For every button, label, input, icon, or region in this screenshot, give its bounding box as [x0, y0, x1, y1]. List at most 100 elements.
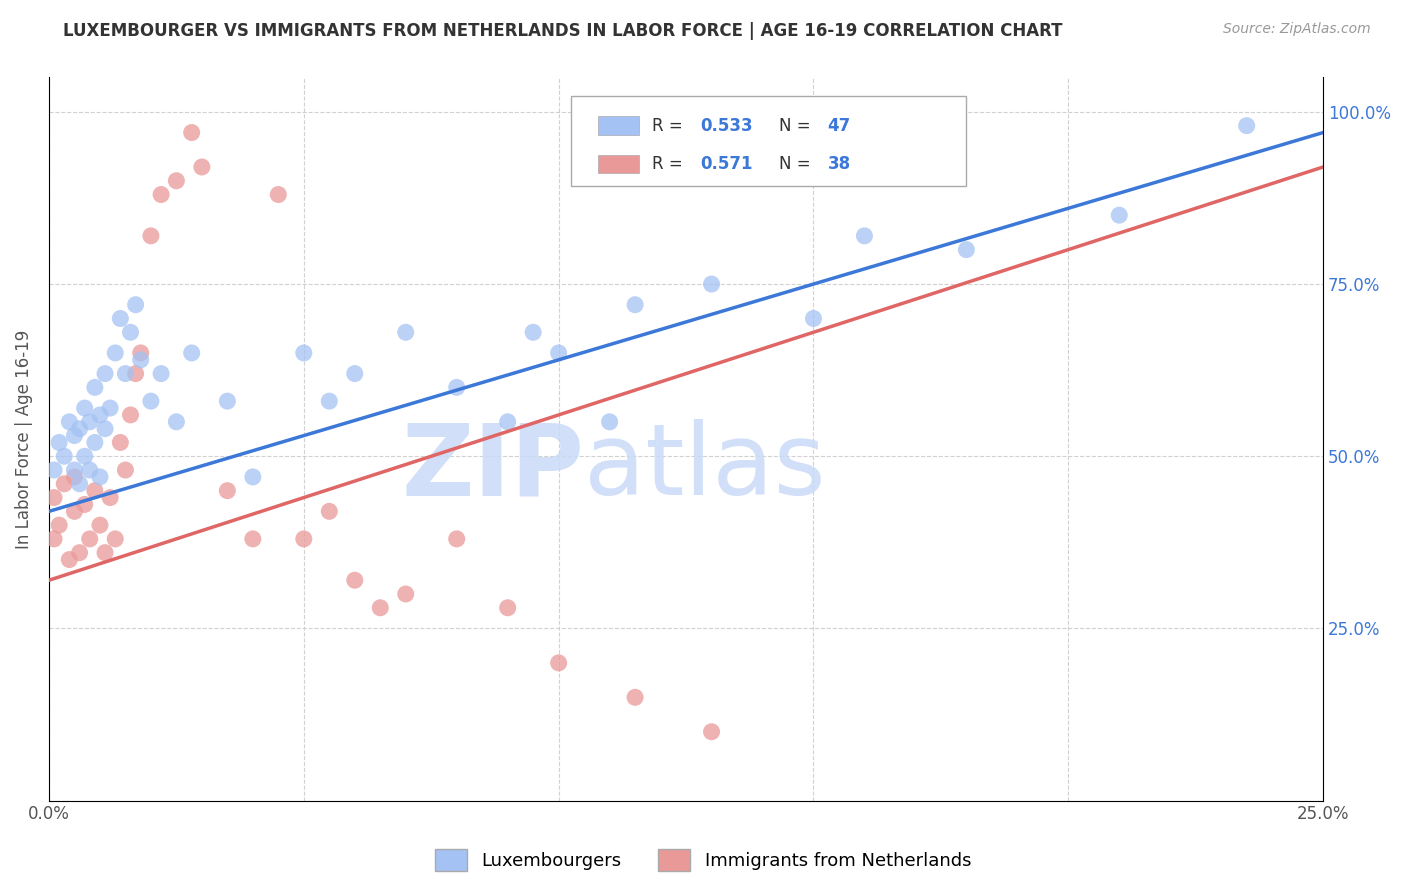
Point — [94, 546, 117, 560]
FancyBboxPatch shape — [598, 154, 638, 173]
Point — [242, 470, 264, 484]
Text: R =: R = — [651, 117, 688, 135]
Text: 0.533: 0.533 — [700, 117, 752, 135]
Text: N =: N = — [779, 117, 815, 135]
Point — [1236, 119, 1258, 133]
Point — [63, 470, 86, 484]
Point — [395, 326, 418, 340]
Point — [547, 346, 569, 360]
Text: 0.571: 0.571 — [700, 155, 752, 173]
Point — [496, 600, 519, 615]
Point — [191, 160, 214, 174]
Point — [94, 422, 117, 436]
Point — [63, 504, 86, 518]
Point — [496, 415, 519, 429]
Point — [446, 380, 468, 394]
Point — [63, 463, 86, 477]
Text: N =: N = — [779, 155, 815, 173]
Point — [267, 187, 290, 202]
Point — [104, 532, 127, 546]
Point — [624, 690, 647, 705]
Text: ZIP: ZIP — [401, 419, 583, 516]
Point — [217, 394, 239, 409]
Point — [79, 463, 101, 477]
Text: atlas: atlas — [583, 419, 825, 516]
Point — [69, 476, 91, 491]
Point — [104, 346, 127, 360]
Point — [53, 476, 76, 491]
Point — [83, 435, 105, 450]
Point — [48, 518, 70, 533]
Point — [73, 401, 96, 415]
Point — [129, 352, 152, 367]
Point — [89, 408, 111, 422]
Point — [165, 415, 187, 429]
Point — [79, 415, 101, 429]
Point — [120, 326, 142, 340]
Point — [110, 435, 132, 450]
Legend: Luxembourgers, Immigrants from Netherlands: Luxembourgers, Immigrants from Netherlan… — [427, 842, 979, 879]
Point — [98, 491, 121, 505]
Point — [114, 367, 136, 381]
Point — [343, 573, 366, 587]
Point — [89, 470, 111, 484]
Point — [83, 380, 105, 394]
Y-axis label: In Labor Force | Age 16-19: In Labor Force | Age 16-19 — [15, 329, 32, 549]
Point — [98, 401, 121, 415]
FancyBboxPatch shape — [598, 116, 638, 136]
Point — [63, 428, 86, 442]
Point — [53, 449, 76, 463]
Point — [446, 532, 468, 546]
Point — [700, 724, 723, 739]
Point — [42, 532, 65, 546]
Point — [150, 187, 173, 202]
Point — [58, 552, 80, 566]
Point — [180, 346, 202, 360]
Point — [58, 415, 80, 429]
Text: 38: 38 — [828, 155, 851, 173]
Point — [955, 243, 977, 257]
Point — [124, 367, 146, 381]
Point — [42, 463, 65, 477]
Point — [83, 483, 105, 498]
Point — [395, 587, 418, 601]
Point — [79, 532, 101, 546]
Point — [368, 600, 391, 615]
Point — [522, 326, 544, 340]
Point — [89, 518, 111, 533]
Text: R =: R = — [651, 155, 688, 173]
Point — [292, 346, 315, 360]
Point — [180, 126, 202, 140]
Point — [318, 504, 340, 518]
Text: Source: ZipAtlas.com: Source: ZipAtlas.com — [1223, 22, 1371, 37]
Point — [69, 422, 91, 436]
Point — [292, 532, 315, 546]
Point — [242, 532, 264, 546]
Text: LUXEMBOURGER VS IMMIGRANTS FROM NETHERLANDS IN LABOR FORCE | AGE 16-19 CORRELATI: LUXEMBOURGER VS IMMIGRANTS FROM NETHERLA… — [63, 22, 1063, 40]
Point — [599, 415, 621, 429]
Point — [803, 311, 825, 326]
FancyBboxPatch shape — [571, 95, 966, 186]
Point — [139, 228, 162, 243]
Point — [318, 394, 340, 409]
Point — [69, 546, 91, 560]
Point — [547, 656, 569, 670]
Point — [139, 394, 162, 409]
Point — [150, 367, 173, 381]
Point — [624, 298, 647, 312]
Point — [110, 311, 132, 326]
Point — [114, 463, 136, 477]
Point — [129, 346, 152, 360]
Point — [853, 228, 876, 243]
Point — [165, 174, 187, 188]
Point — [124, 298, 146, 312]
Point — [73, 449, 96, 463]
Point — [73, 498, 96, 512]
Point — [48, 435, 70, 450]
Point — [1108, 208, 1130, 222]
Point — [120, 408, 142, 422]
Point — [217, 483, 239, 498]
Point — [94, 367, 117, 381]
Point — [700, 277, 723, 291]
Point — [42, 491, 65, 505]
